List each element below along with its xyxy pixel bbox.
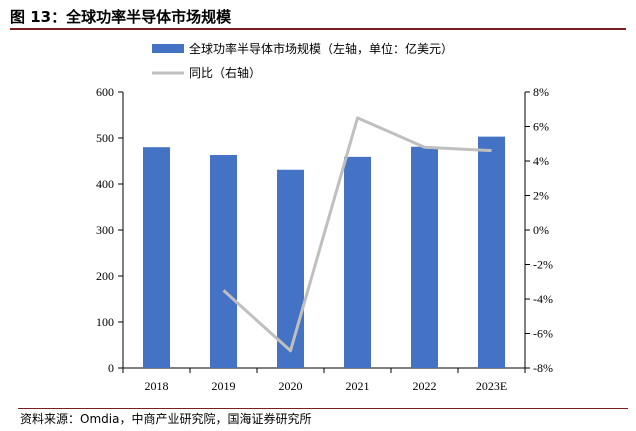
bar-series bbox=[143, 136, 505, 368]
right-tick-label: 0% bbox=[533, 223, 549, 237]
right-tick-label: -4% bbox=[533, 292, 553, 306]
yoy-line bbox=[222, 116, 492, 353]
right-tick-label: -6% bbox=[533, 327, 553, 341]
bar bbox=[277, 169, 304, 368]
chart-axes: 0 100 200 300 400 500 600 -8% -6% -4% -2% 0% 2% 4% 6% 8… bbox=[96, 85, 553, 393]
left-tick-label: 300 bbox=[96, 223, 114, 237]
x-tick-label: 2020 bbox=[279, 379, 303, 393]
bar bbox=[478, 136, 505, 368]
x-tick-label: 2019 bbox=[212, 379, 236, 393]
figure-title: 图 13：全球功率半导体市场规模 bbox=[10, 4, 626, 30]
right-tick-label: 2% bbox=[533, 189, 549, 203]
bar bbox=[344, 156, 371, 368]
right-tick-label: -8% bbox=[533, 361, 553, 375]
right-tick-label: 6% bbox=[533, 120, 549, 134]
left-tick-label: 600 bbox=[96, 85, 114, 99]
left-tick-label: 400 bbox=[96, 177, 114, 191]
x-tick-label: 2018 bbox=[145, 379, 169, 393]
bar bbox=[143, 147, 170, 368]
legend-label-line: 同比（右轴） bbox=[189, 65, 261, 80]
right-tick-label: 8% bbox=[533, 85, 549, 99]
x-tick-label: 2022 bbox=[413, 379, 437, 393]
chart: 0 100 200 300 400 500 600 -8% -6% -4% -2% 0% 2% 4% 6% 8… bbox=[96, 41, 553, 393]
source-note: 资料来源：Omdia，中商产业研究院，国海证券研究所 bbox=[18, 408, 628, 429]
x-tick-label: 2023E bbox=[476, 379, 507, 393]
left-tick-label: 0 bbox=[108, 361, 114, 375]
x-tick-label: 2021 bbox=[346, 379, 370, 393]
right-tick-label: 4% bbox=[533, 154, 549, 168]
bar bbox=[210, 155, 237, 368]
right-tick-label: -2% bbox=[533, 258, 553, 272]
line-series bbox=[222, 116, 492, 353]
left-tick-label: 200 bbox=[96, 269, 114, 283]
chart-legend: 全球功率半导体市场规模（左轴，单位：亿美元） 同比（右轴） bbox=[152, 41, 453, 80]
legend-label-bar: 全球功率半导体市场规模（左轴，单位：亿美元） bbox=[189, 41, 453, 56]
legend-swatch-bar bbox=[152, 44, 184, 53]
bar bbox=[411, 146, 438, 368]
left-tick-label: 100 bbox=[96, 315, 114, 329]
left-tick-label: 500 bbox=[96, 131, 114, 145]
